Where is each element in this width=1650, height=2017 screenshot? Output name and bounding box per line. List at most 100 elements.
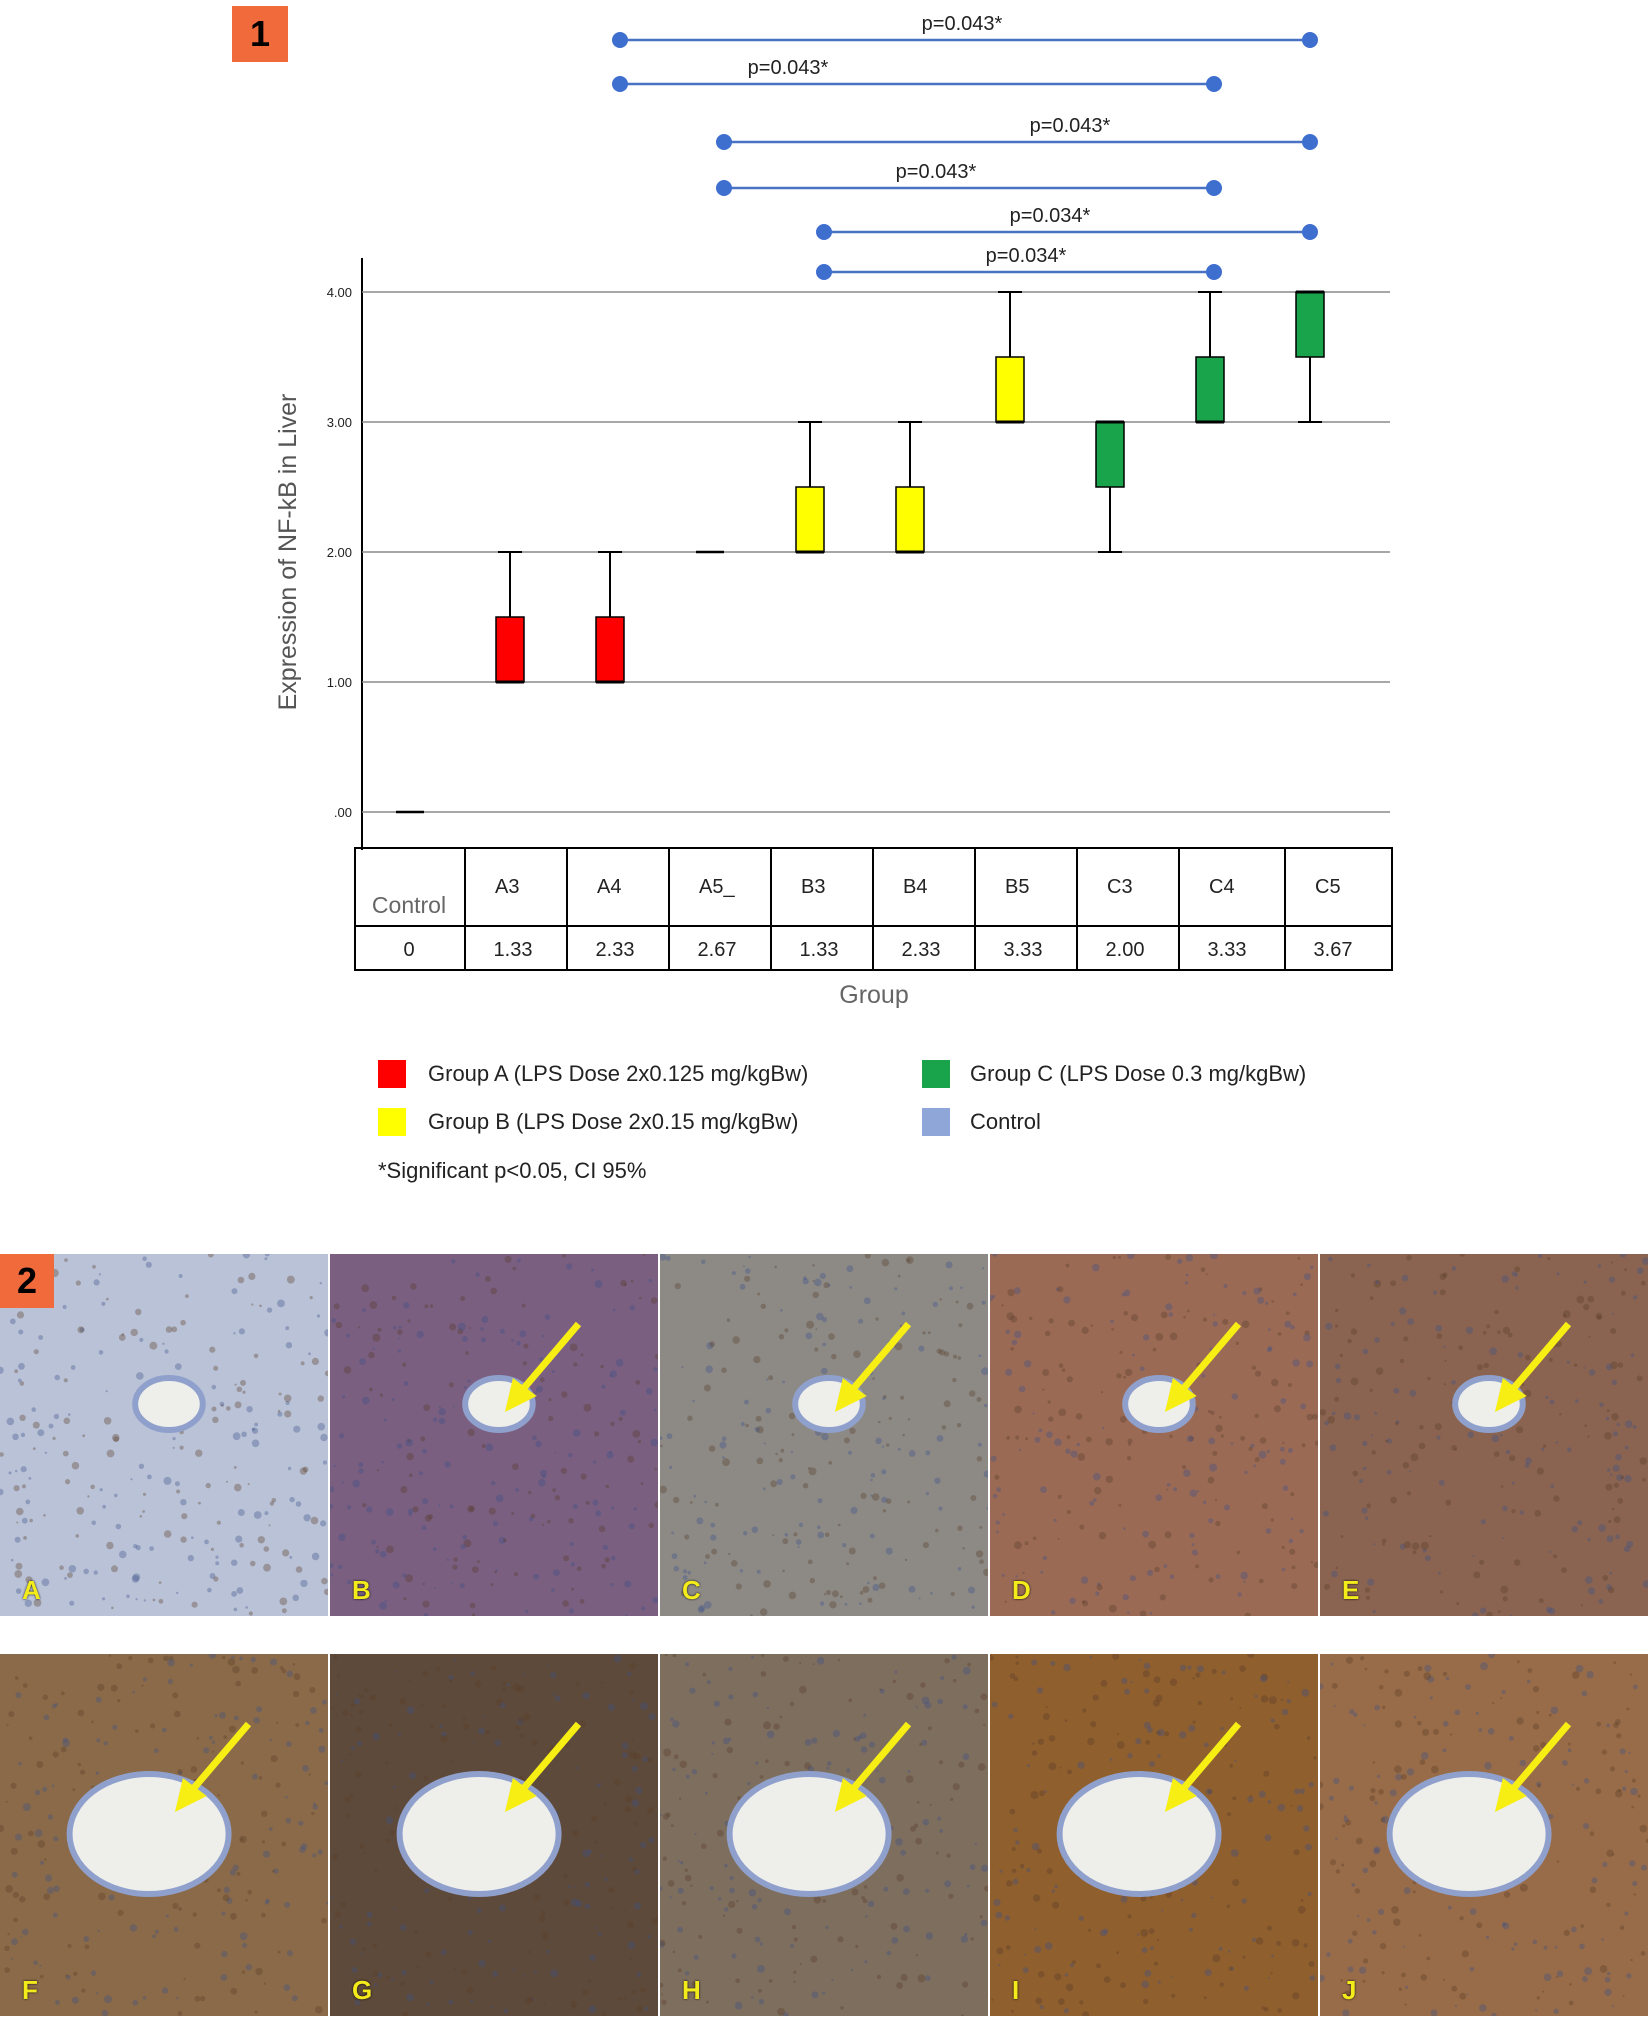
group-mean-C3: 2.00	[1106, 939, 1145, 961]
box-B5	[995, 356, 1025, 423]
micrograph-D: D	[990, 1254, 1318, 1616]
micrograph-image	[990, 1654, 1318, 2016]
micrograph-letter: H	[682, 1975, 701, 2005]
group-mean-B4: 2.33	[902, 939, 941, 961]
micrograph-C: C	[660, 1254, 988, 1616]
legend-swatch	[922, 1108, 950, 1136]
y-tick-label: 1.00	[327, 675, 352, 690]
sig-bar-dot-left	[612, 32, 628, 48]
micrograph-image	[330, 1654, 658, 2016]
group-header-C3: C3	[1107, 876, 1133, 898]
micrograph-letter: B	[352, 1575, 371, 1605]
group-mean-A4: 2.33	[596, 939, 635, 961]
box-B3	[795, 486, 825, 553]
group-mean-Control: 0	[403, 939, 414, 961]
sig-bar-label: p=0.043*	[896, 161, 977, 183]
panel-1-badge: 1	[232, 6, 288, 62]
arrow-icon	[174, 1721, 252, 1812]
sig-bar-dot-left	[716, 134, 732, 150]
sig-bar-label: p=0.043*	[922, 13, 1003, 35]
sig-bar-dot-right	[1206, 76, 1222, 92]
micrograph-J: J	[1320, 1654, 1648, 2016]
legend-label: Group C (LPS Dose 0.3 mg/kgBw)	[970, 1061, 1306, 1086]
micrograph-I: I	[990, 1654, 1318, 2016]
footnote: *Significant p<0.05, CI 95%	[378, 1158, 646, 1183]
group-header-B5: B5	[1005, 876, 1029, 898]
micrograph-F: F	[0, 1654, 328, 2016]
central-vein	[132, 1375, 206, 1433]
group-mean-A5_: 2.67	[698, 939, 737, 961]
micrograph-image	[0, 1254, 328, 1616]
group-mean-C5: 3.67	[1314, 939, 1353, 961]
y-tick-label: 3.00	[327, 415, 352, 430]
group-mean-A3: 1.33	[494, 939, 533, 961]
micrograph-image	[660, 1654, 988, 2016]
micrograph-A: A	[0, 1254, 328, 1616]
y-tick-label: 4.00	[327, 285, 352, 300]
box-A3	[495, 616, 525, 683]
micrograph-letter: E	[1342, 1575, 1360, 1605]
micrograph-E: E	[1320, 1254, 1648, 1616]
micrograph-image	[1320, 1654, 1648, 2016]
box-C4	[1195, 356, 1225, 423]
y-tick-label: 2.00	[327, 545, 352, 560]
sig-bar-dot-left	[816, 224, 832, 240]
sig-bar-dot-left	[612, 76, 628, 92]
arrow-icon	[504, 1321, 582, 1412]
micrograph-B: B	[330, 1254, 658, 1616]
arrow-icon	[1164, 1321, 1242, 1412]
y-tick-label: .00	[334, 805, 352, 820]
sig-bar-label: p=0.034*	[986, 245, 1067, 267]
group-mean-B5: 3.33	[1004, 939, 1043, 961]
micrograph-image	[0, 1654, 328, 2016]
sig-bar-label: p=0.043*	[748, 57, 829, 79]
group-mean-C4: 3.33	[1208, 939, 1247, 961]
group-header-Control: Control	[372, 892, 446, 918]
sig-bar-label: p=0.034*	[1010, 205, 1091, 227]
micrograph-image	[990, 1254, 1318, 1616]
arrow-icon	[834, 1721, 912, 1812]
sig-bar-dot-right	[1302, 224, 1318, 240]
micrograph-image	[660, 1254, 988, 1616]
micrograph-letter: D	[1012, 1575, 1031, 1605]
micrograph-letter: F	[22, 1975, 38, 2005]
sig-bar-dot-left	[716, 180, 732, 196]
x-axis-label: Group	[839, 981, 908, 1009]
micrograph-grid: A B C D E F G H I J	[0, 1254, 1650, 2017]
central-vein	[726, 1771, 892, 1897]
box-C5	[1295, 291, 1325, 358]
sig-bar-dot-right	[1206, 180, 1222, 196]
sig-bar-dot-left	[816, 264, 832, 280]
arrow-icon	[1494, 1721, 1572, 1812]
group-header-A4: A4	[597, 876, 621, 898]
sig-bar-label: p=0.043*	[1030, 115, 1111, 137]
micrograph-letter: G	[352, 1975, 373, 2005]
nfkb-box-chart: .00 1.00 2.00 3.00 4.00 Expression of NF-kB i…	[274, 13, 1393, 1183]
group-header-B4: B4	[903, 876, 927, 898]
box-C3	[1095, 421, 1125, 488]
group-header-C4: C4	[1209, 876, 1235, 898]
micrograph-image	[1320, 1254, 1648, 1616]
central-vein	[66, 1771, 232, 1897]
legend-label: Group B (LPS Dose 2x0.15 mg/kgBw)	[428, 1109, 799, 1134]
group-header-C5: C5	[1315, 876, 1341, 898]
micrograph-image	[330, 1254, 658, 1616]
arrow-icon	[1164, 1721, 1242, 1812]
arrow-icon	[834, 1321, 912, 1412]
micrograph-letter: I	[1012, 1975, 1020, 2005]
arrow-icon	[1494, 1321, 1572, 1412]
central-vein	[1386, 1771, 1552, 1897]
micrograph-G: G	[330, 1654, 658, 2016]
box-A4	[595, 616, 625, 683]
legend-swatch	[922, 1060, 950, 1088]
sig-bar-dot-right	[1302, 134, 1318, 150]
box-B4	[895, 486, 925, 553]
micrograph-letter: A	[22, 1575, 41, 1605]
legend-label: Group A (LPS Dose 2x0.125 mg/kgBw)	[428, 1061, 808, 1086]
legend-swatch	[378, 1108, 406, 1136]
legend-label: Control	[970, 1109, 1041, 1134]
micrograph-letter: C	[682, 1575, 701, 1605]
micrograph-H: H	[660, 1654, 988, 2016]
central-vein	[1056, 1771, 1222, 1897]
